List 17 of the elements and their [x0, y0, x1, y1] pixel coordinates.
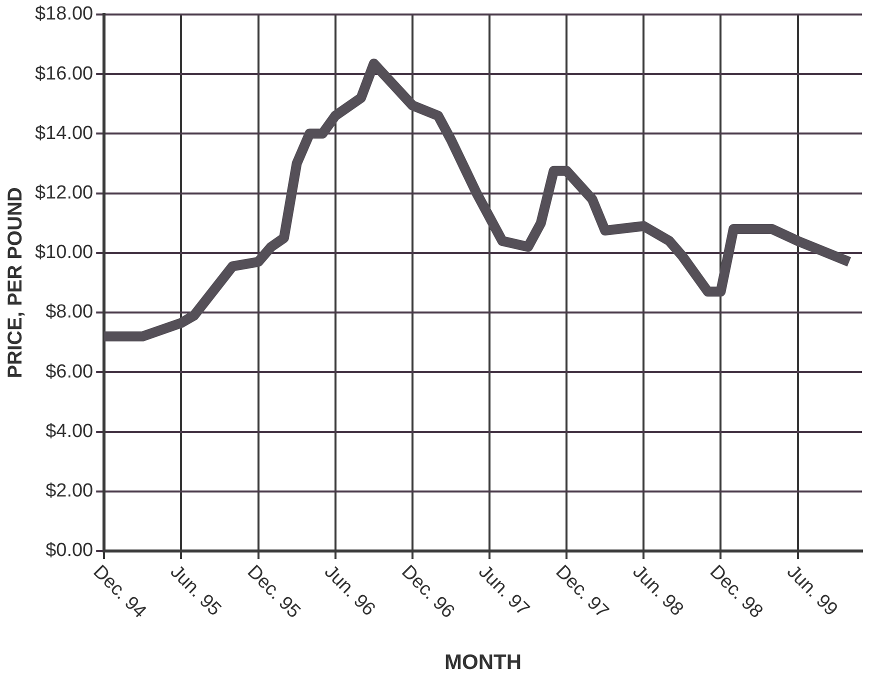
y-tick-label: $2.00	[46, 480, 94, 502]
y-axis-title: PRICE, PER POUND	[4, 187, 27, 378]
y-tick-label: $4.00	[46, 420, 94, 442]
y-tick-label: $10.00	[34, 242, 94, 264]
y-tick-label: $0.00	[46, 540, 94, 562]
x-tick-label: Jun. 97	[474, 561, 534, 620]
y-tick-label: $8.00	[46, 302, 94, 323]
x-axis-title: MONTH	[444, 650, 522, 674]
x-tick-label: Jun. 95	[166, 561, 225, 620]
y-tick-label: $18.00	[34, 4, 94, 25]
x-tick-label: Jun. 99	[782, 561, 842, 620]
y-tick-label: $12.00	[34, 182, 94, 204]
y-tick-label: $14.00	[34, 122, 94, 144]
x-tick-label: Jun. 98	[628, 561, 688, 620]
y-tick-label: $6.00	[46, 361, 94, 382]
x-tick-label: Jun. 96	[320, 561, 380, 620]
y-tick-label: $16.00	[34, 63, 94, 84]
